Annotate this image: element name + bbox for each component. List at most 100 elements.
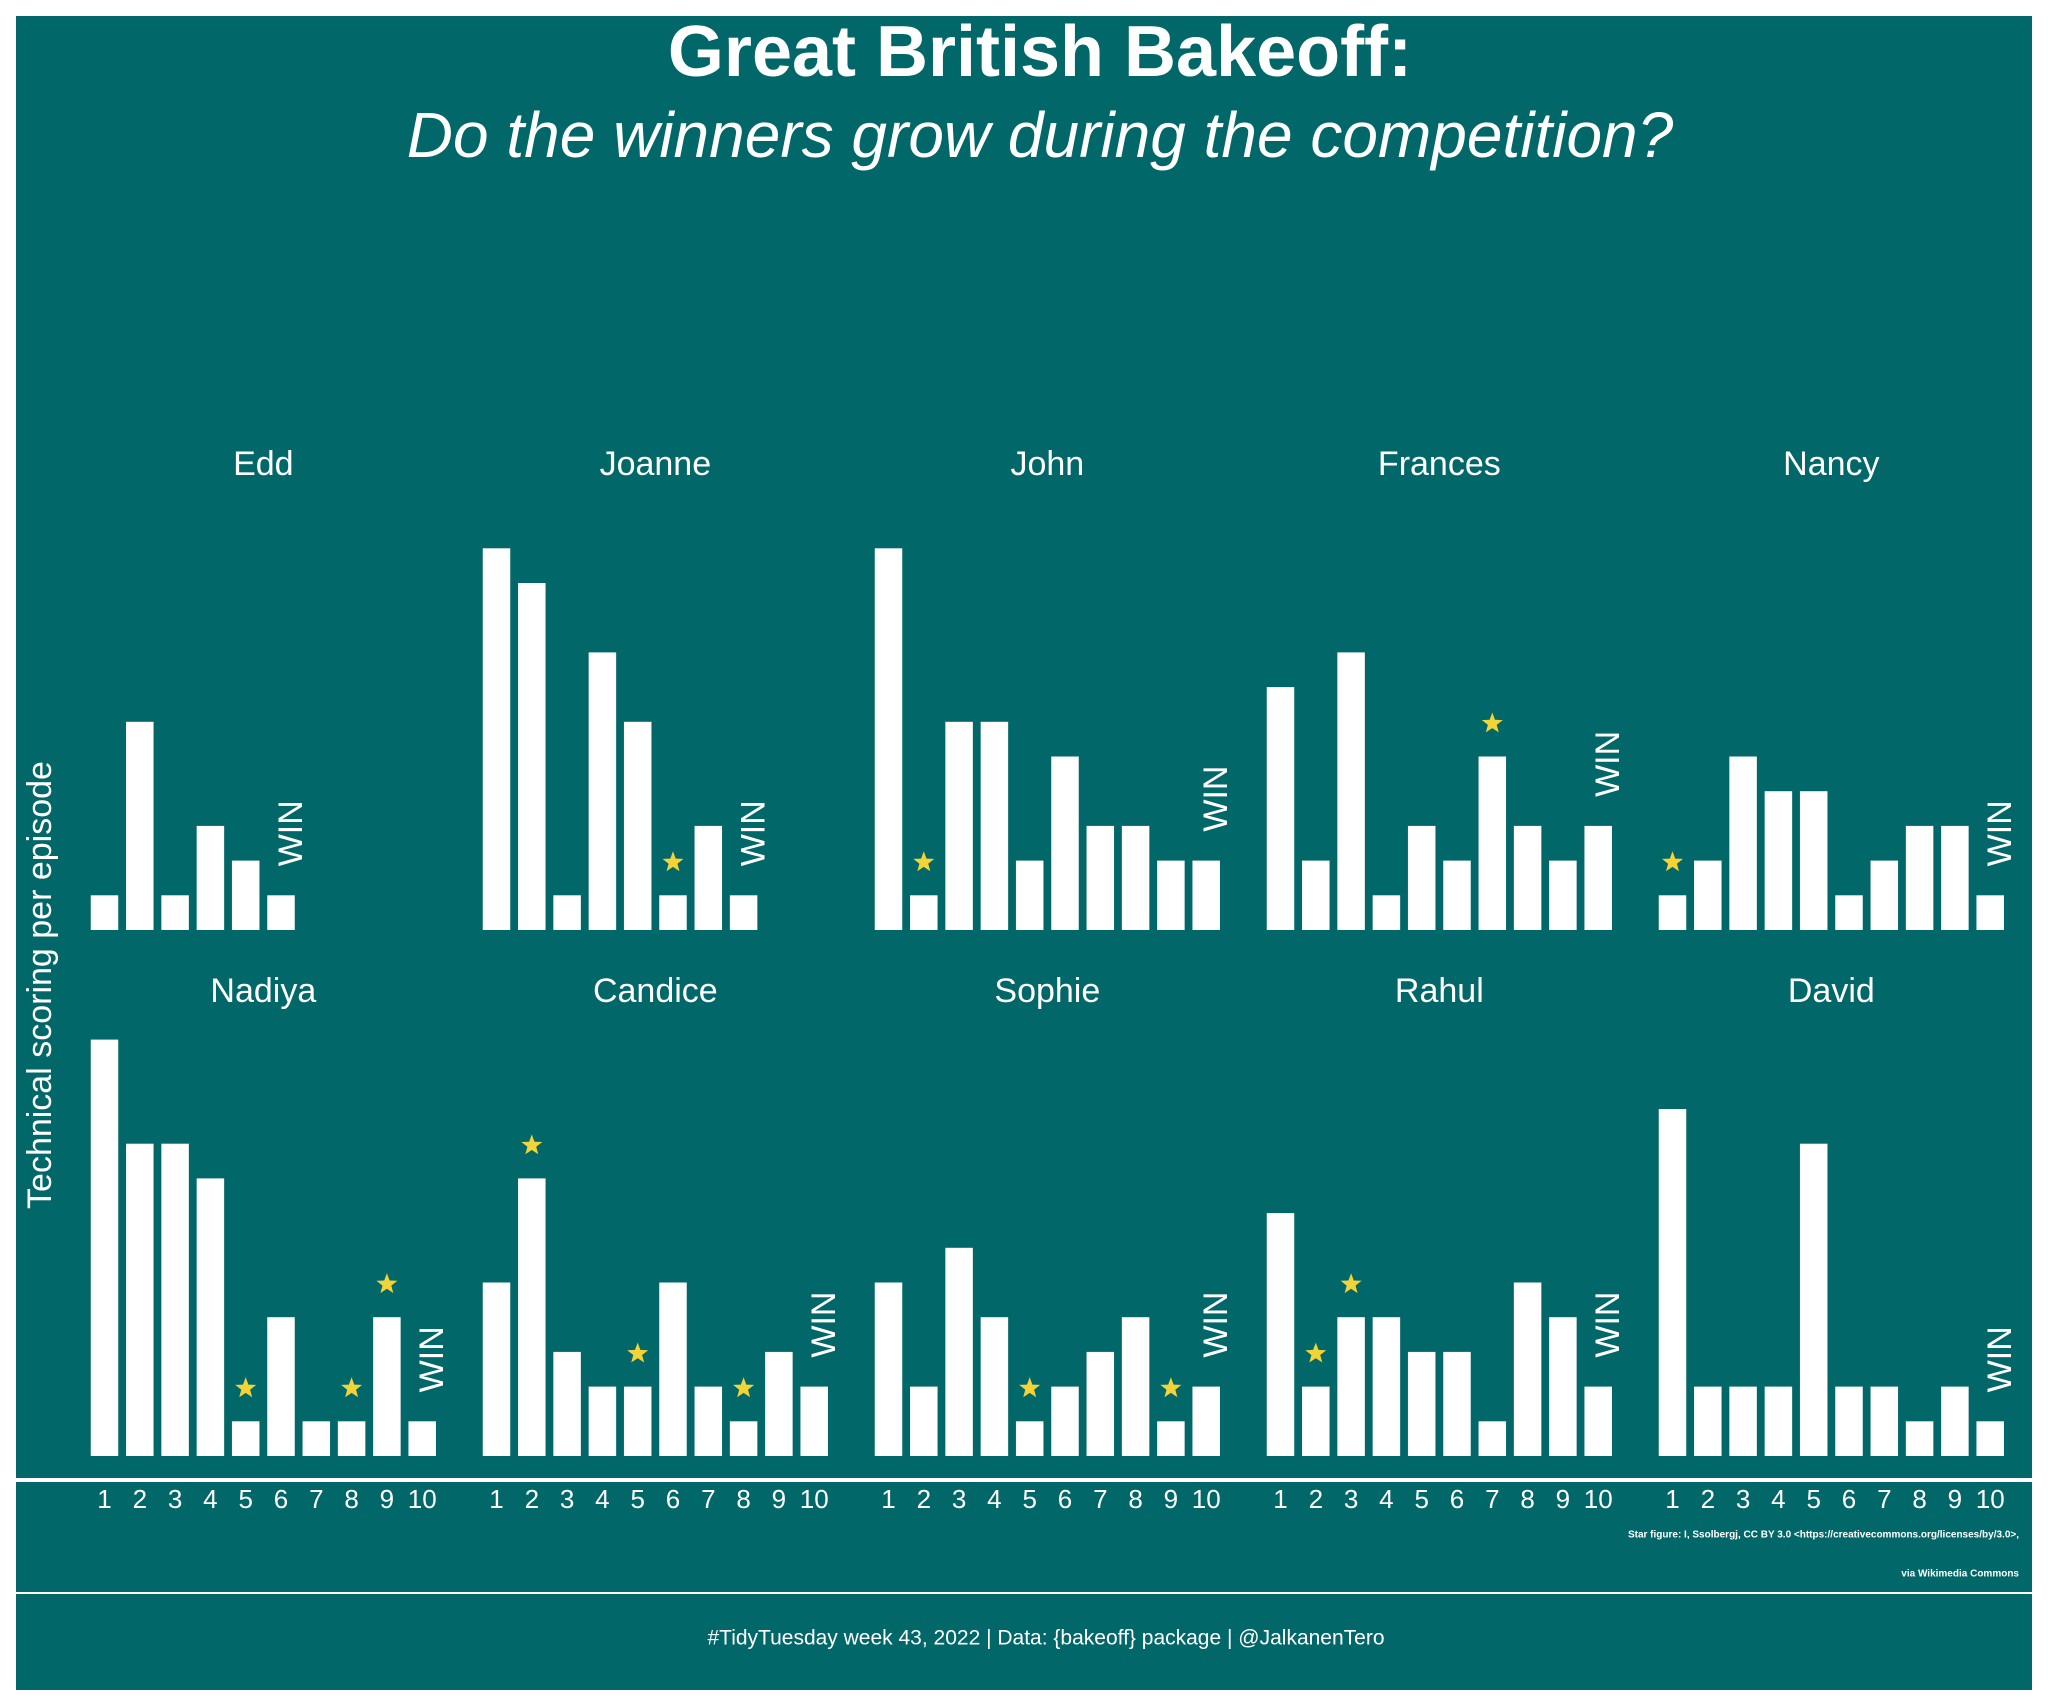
x-tick-label: 7 — [1877, 1484, 1891, 1514]
bar — [231, 860, 260, 930]
x-tick-label: 7 — [1485, 1484, 1499, 1514]
x-tick-label: 5 — [1806, 1484, 1820, 1514]
x-tick-label: 1 — [97, 1484, 111, 1514]
bar — [1443, 860, 1471, 930]
win-label: WIN — [413, 1326, 451, 1392]
panel-title: Nancy — [1783, 445, 1879, 483]
bar — [1764, 1386, 1793, 1456]
x-tick-label: 8 — [344, 1484, 358, 1514]
bar — [1051, 1386, 1079, 1456]
bar — [945, 1247, 973, 1456]
bar — [1372, 1317, 1401, 1456]
bar — [1976, 895, 2004, 930]
bar — [267, 1317, 295, 1456]
x-tick-label: 3 — [168, 1484, 182, 1514]
x-tick-label: 9 — [772, 1484, 786, 1514]
credit: via Wikimedia Commons — [1901, 1569, 2019, 1580]
caption: #TidyTuesday week 43, 2022 | Data: {bake… — [707, 1627, 1384, 1650]
x-tick-label: 8 — [1520, 1484, 1534, 1514]
bar — [196, 825, 225, 930]
x-tick-label: 6 — [274, 1484, 288, 1514]
x-tick-label: 5 — [1022, 1484, 1036, 1514]
credit: Star figure: I, Ssolbergj, CC BY 3.0 <ht… — [1628, 1530, 2019, 1541]
bar — [1584, 1386, 1612, 1456]
x-tick-label: 1 — [881, 1484, 895, 1514]
panel-title: Sophie — [994, 972, 1100, 1010]
star-baker — [627, 1342, 649, 1363]
bar — [874, 1282, 903, 1456]
win-label: WIN — [805, 1292, 843, 1358]
star-baker — [733, 1377, 755, 1398]
star-baker — [376, 1273, 398, 1294]
bar — [553, 895, 581, 930]
bar — [482, 548, 511, 930]
x-tick-label: 6 — [1842, 1484, 1856, 1514]
bar — [337, 1421, 366, 1456]
bar — [518, 1178, 546, 1456]
bar — [161, 895, 189, 930]
bar — [408, 1421, 436, 1456]
bar — [1694, 1386, 1722, 1456]
star-baker — [521, 1134, 543, 1155]
star-baker — [1481, 712, 1503, 733]
x-tick-label: 10 — [1976, 1484, 2005, 1514]
bar — [1086, 1351, 1115, 1456]
bar — [659, 1282, 687, 1456]
bar — [1266, 1213, 1295, 1456]
x-tick-label: 2 — [917, 1484, 931, 1514]
bar — [765, 1351, 793, 1456]
star-baker — [235, 1377, 257, 1398]
bar — [126, 721, 154, 930]
x-tick-label: 10 — [1192, 1484, 1221, 1514]
bar — [1478, 1421, 1507, 1456]
bar — [90, 1039, 119, 1456]
x-tick-label: 4 — [1379, 1484, 1393, 1514]
x-tick-label: 7 — [701, 1484, 715, 1514]
y-axis-label: Technical scoring per episode — [21, 761, 59, 1209]
bar — [1372, 895, 1401, 930]
bar — [1086, 825, 1115, 930]
bar — [1729, 1386, 1757, 1456]
bar — [800, 1386, 828, 1456]
win-label: WIN — [1589, 1292, 1627, 1358]
x-tick-label: 1 — [1273, 1484, 1287, 1514]
x-tick-label: 8 — [1128, 1484, 1142, 1514]
win-label: WIN — [1197, 766, 1235, 832]
bar — [1051, 756, 1079, 930]
bar — [588, 652, 617, 930]
x-tick-label: 8 — [736, 1484, 750, 1514]
bar — [267, 895, 295, 930]
x-tick-label: 8 — [1912, 1484, 1926, 1514]
bar — [1192, 1386, 1220, 1456]
x-tick-label: 6 — [1058, 1484, 1072, 1514]
x-tick-label: 9 — [1164, 1484, 1178, 1514]
bar — [1658, 895, 1687, 930]
bar — [161, 1143, 189, 1456]
x-tick-label: 1 — [1665, 1484, 1679, 1514]
bar — [1121, 1317, 1150, 1456]
bar — [910, 895, 938, 930]
bar — [623, 1386, 652, 1456]
bar — [1835, 1386, 1863, 1456]
bar — [1905, 825, 1934, 930]
bar — [1729, 756, 1757, 930]
bar — [1015, 1421, 1044, 1456]
panel-title: David — [1788, 972, 1875, 1010]
bar — [729, 895, 758, 930]
bar — [1337, 652, 1365, 930]
bar — [1192, 860, 1220, 930]
x-tick-label: 3 — [952, 1484, 966, 1514]
x-tick-label: 4 — [203, 1484, 217, 1514]
x-tick-label: 6 — [1450, 1484, 1464, 1514]
win-label: WIN — [1981, 800, 2019, 866]
x-tick-label: 4 — [595, 1484, 609, 1514]
bar — [1976, 1421, 2004, 1456]
bar — [980, 1317, 1009, 1456]
bar — [1443, 1351, 1471, 1456]
bar — [694, 1386, 723, 1456]
bar — [1015, 860, 1044, 930]
x-tick-label: 9 — [1556, 1484, 1570, 1514]
bar — [196, 1178, 225, 1456]
